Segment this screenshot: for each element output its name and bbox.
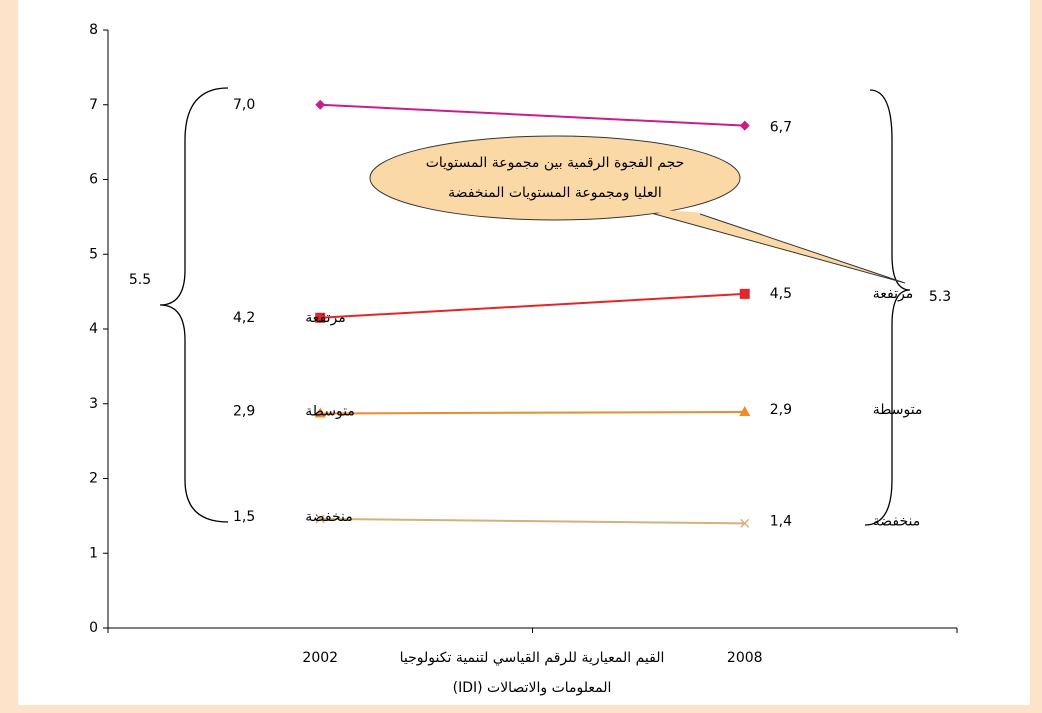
- series-name: مرتفعة: [305, 310, 345, 326]
- right-brace: [864, 89, 911, 526]
- y-tick-label: 7: [89, 97, 98, 113]
- series-line: [320, 292, 745, 319]
- data-label: 1,5: [233, 509, 255, 525]
- y-tick-label: 4: [89, 321, 98, 337]
- data-label: 2,9: [233, 403, 255, 419]
- marker: [315, 514, 325, 524]
- x-tick-label: 2008: [727, 650, 763, 666]
- callout-text: حجم الفجوة الرقمية بين مجموعة المستويات: [426, 155, 685, 171]
- y-tick-label: 6: [89, 172, 98, 188]
- data-label: 7,0: [233, 97, 255, 113]
- marker: [315, 312, 326, 323]
- plot-panel: [18, 0, 1030, 705]
- y-tick-label: 8: [89, 22, 98, 38]
- data-label: 6,7: [770, 120, 792, 136]
- x-tick-label: 2002: [302, 650, 338, 666]
- marker: [739, 288, 750, 299]
- series-name: متوسطة: [873, 402, 923, 418]
- data-label: 1,4: [770, 513, 792, 529]
- series-name: مرتفعة: [873, 286, 913, 302]
- marker: [314, 407, 326, 418]
- marker: [740, 518, 750, 528]
- series-name: متوسطة: [305, 403, 355, 419]
- series-line: [320, 517, 745, 525]
- series-name: منخفضة: [873, 513, 921, 529]
- callout-text: العليا ومجموعة المستويات المنخفضة: [448, 185, 662, 201]
- data-label: 2,9: [770, 402, 792, 418]
- callout-tail: [639, 209, 906, 284]
- data-label: 4,5: [770, 286, 792, 302]
- marker: [315, 99, 326, 110]
- y-tick-label: 1: [89, 545, 98, 561]
- annotation: 5.3: [929, 289, 951, 305]
- marker: [739, 120, 750, 131]
- series-line: [320, 410, 745, 415]
- data-label: 4,2: [233, 310, 255, 326]
- y-tick-label: 0: [89, 620, 98, 636]
- callout-join: [639, 208, 701, 216]
- x-axis-label: القيم المعيارية للرقم القياسي لتنمية تكن…: [400, 650, 665, 666]
- marker: [739, 405, 751, 416]
- callout-bubble: [369, 135, 741, 221]
- y-tick-label: 3: [89, 396, 98, 412]
- annotation: 5.5: [129, 272, 151, 288]
- y-tick-label: 2: [89, 471, 98, 487]
- series-line: [320, 103, 745, 127]
- y-tick-label: 5: [89, 246, 98, 262]
- x-axis-label: المعلومات والاتصالات (IDI): [453, 680, 612, 696]
- series-name: منخفضة: [305, 509, 353, 525]
- left-brace: [159, 87, 229, 523]
